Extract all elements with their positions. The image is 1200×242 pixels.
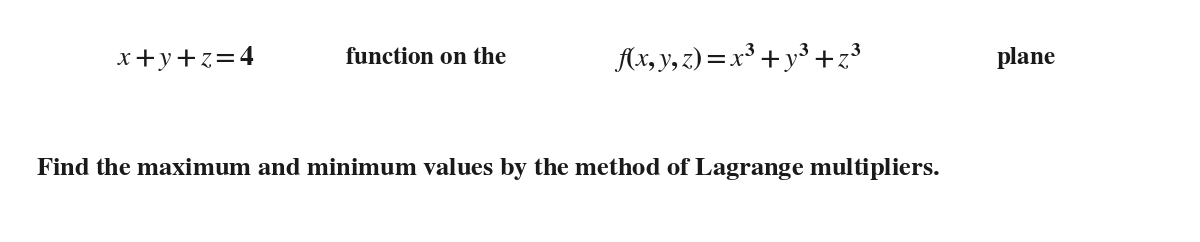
Text: $\mathbf{plane}$: $\mathbf{plane}$ [996,45,1056,71]
Text: $\mathbf{\mathit{x} + \mathit{y} + \mathit{z} = 4}$: $\mathbf{\mathit{x} + \mathit{y} + \math… [118,44,254,73]
Text: $\mathbf{Find\ the\ maximum\ and\ minimum\ values\ by\ the\ method\ of\ Lagrange: $\mathbf{Find\ the\ maximum\ and\ minimu… [36,156,940,182]
Text: $\mathbf{\mathit{f}(\mathit{x},\mathit{y},\mathit{z}) = \mathit{x}^3 + \mathit{y: $\mathbf{\mathit{f}(\mathit{x},\mathit{y… [614,41,862,75]
Text: $\mathbf{function\ on\ the}$: $\mathbf{function\ on\ the}$ [344,46,508,70]
